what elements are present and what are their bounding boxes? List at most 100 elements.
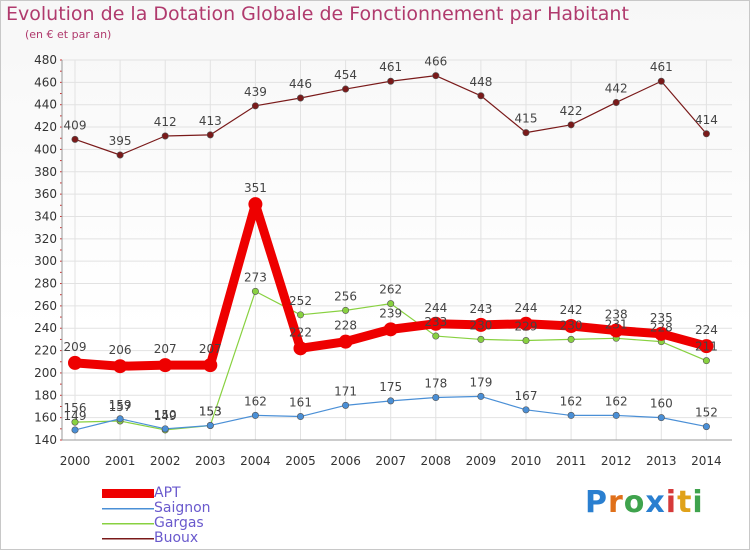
data-point-buoux <box>567 121 575 129</box>
data-label-saignon: 160 <box>650 397 673 411</box>
data-label-saignon: 178 <box>424 377 447 391</box>
data-point-gargas <box>702 357 710 365</box>
data-point-apt <box>699 339 714 354</box>
data-label-apt: 238 <box>605 307 628 321</box>
data-point-saignon <box>296 413 304 421</box>
data-label-gargas: 256 <box>334 289 357 303</box>
data-point-buoux <box>702 130 710 138</box>
data-point-buoux <box>251 102 259 110</box>
data-point-buoux <box>432 72 440 80</box>
x-tick-label: 2013 <box>646 454 677 468</box>
data-point-buoux <box>342 85 350 93</box>
logo-letter: t <box>677 485 693 520</box>
data-label-apt: 244 <box>424 301 447 315</box>
x-tick-label: 2008 <box>421 454 452 468</box>
data-label-apt: 206 <box>109 343 132 357</box>
data-point-saignon <box>522 406 530 414</box>
data-label-gargas: 273 <box>244 270 267 284</box>
legend-label-saignon: Saignon <box>154 500 211 516</box>
data-label-buoux: 461 <box>379 60 402 74</box>
data-point-apt <box>248 197 263 212</box>
data-label-buoux: 413 <box>199 114 222 128</box>
data-label-saignon: 162 <box>560 394 583 408</box>
data-point-gargas <box>251 287 259 295</box>
data-label-saignon: 161 <box>289 396 312 410</box>
data-label-gargas: 262 <box>379 283 402 297</box>
y-tick-label: 460 <box>34 75 57 89</box>
data-point-saignon <box>71 426 79 434</box>
data-point-saignon <box>567 411 575 419</box>
proxiti-logo: Proxiti <box>585 485 704 520</box>
data-label-buoux: 409 <box>64 118 87 132</box>
data-point-saignon <box>342 401 350 409</box>
data-label-gargas: 149 <box>154 409 177 423</box>
data-point-saignon <box>432 394 440 402</box>
data-label-saignon: 159 <box>109 398 132 412</box>
data-point-apt <box>158 358 173 373</box>
y-tick-label: 400 <box>34 142 57 156</box>
legend-item-apt: APT <box>102 486 211 501</box>
legend-item-buoux: Buoux <box>102 531 211 546</box>
logo-letter: P <box>585 485 608 520</box>
data-point-gargas <box>296 311 304 319</box>
data-label-apt: 239 <box>379 306 402 320</box>
data-point-buoux <box>116 151 124 159</box>
y-tick-label: 260 <box>34 299 57 313</box>
y-tick-label: 280 <box>34 277 57 291</box>
y-tick-label: 240 <box>34 321 57 335</box>
y-tick-label: 320 <box>34 232 57 246</box>
logo-letter: i <box>692 485 704 520</box>
data-point-saignon <box>251 411 259 419</box>
data-point-apt <box>609 323 624 338</box>
logo-letter: i <box>665 485 678 520</box>
x-tick-label: 2014 <box>691 454 722 468</box>
x-tick-label: 2000 <box>60 454 91 468</box>
y-tick-label: 300 <box>34 254 57 268</box>
data-label-buoux: 395 <box>109 134 132 148</box>
chart-subtitle: (en € et par an) <box>25 28 112 41</box>
data-point-apt <box>203 358 218 373</box>
data-point-buoux <box>296 94 304 102</box>
data-point-apt <box>113 359 128 374</box>
data-point-apt <box>338 334 353 349</box>
x-tick-label: 2012 <box>601 454 632 468</box>
data-point-buoux <box>387 77 395 85</box>
data-label-saignon: 167 <box>515 389 538 403</box>
data-label-gargas: 156 <box>64 401 87 415</box>
data-label-apt: 243 <box>469 302 492 316</box>
x-tick-label: 2006 <box>330 454 361 468</box>
data-point-saignon <box>387 397 395 405</box>
logo-letter: r <box>608 485 624 520</box>
data-point-apt <box>293 341 308 356</box>
data-label-saignon: 150 <box>154 408 177 422</box>
y-tick-label: 220 <box>34 344 57 358</box>
data-point-gargas <box>71 418 79 426</box>
data-label-buoux: 412 <box>154 115 177 129</box>
data-label-saignon: 162 <box>605 394 628 408</box>
y-tick-label: 360 <box>34 187 57 201</box>
data-label-buoux: 466 <box>424 55 447 69</box>
data-point-apt <box>473 317 488 332</box>
legend-swatch-gargas <box>102 523 154 525</box>
data-point-saignon <box>612 411 620 419</box>
y-tick-label: 440 <box>34 98 57 112</box>
legend-swatch-apt <box>102 489 154 498</box>
data-label-apt: 222 <box>289 325 312 339</box>
legend: APT Saignon Gargas Buoux <box>102 486 211 546</box>
data-label-gargas: 230 <box>560 318 583 332</box>
legend-item-saignon: Saignon <box>102 501 211 516</box>
y-tick-label: 160 <box>34 411 57 425</box>
data-label-gargas: 252 <box>289 294 312 308</box>
data-point-gargas <box>342 306 350 314</box>
legend-label-gargas: Gargas <box>154 515 204 531</box>
data-label-gargas: 157 <box>109 400 132 414</box>
data-point-gargas <box>387 300 395 308</box>
data-point-saignon <box>161 425 169 433</box>
y-tick-label: 420 <box>34 120 57 134</box>
data-label-gargas: 153 <box>199 404 222 418</box>
data-point-apt <box>654 326 669 341</box>
data-label-apt: 224 <box>695 323 718 337</box>
chart-title: Evolution de la Dotation Globale de Fonc… <box>6 3 629 25</box>
